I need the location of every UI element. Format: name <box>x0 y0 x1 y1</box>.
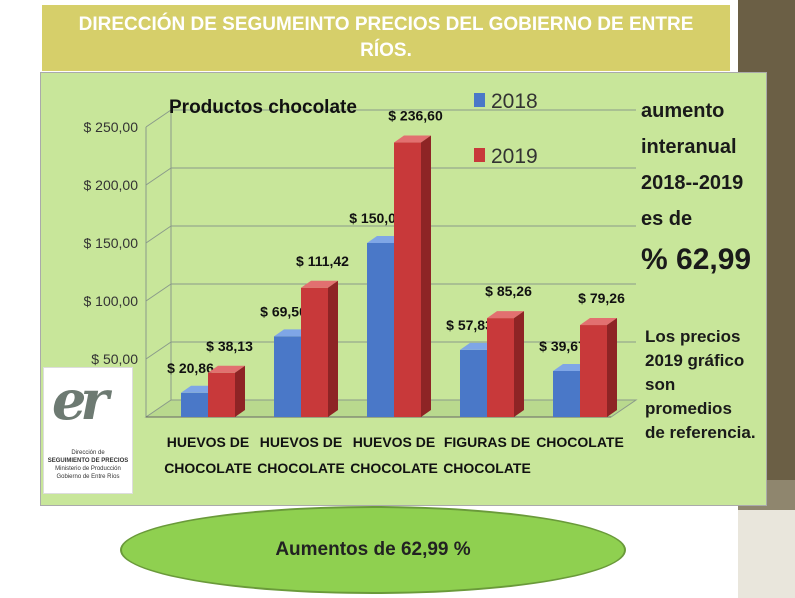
gridline-depth <box>145 225 172 244</box>
bar-2018 <box>553 370 580 417</box>
chart-title: Productos chocolate <box>169 97 357 118</box>
increase-note-line: 2018--2019 <box>641 172 744 194</box>
bar-2019 <box>301 287 328 417</box>
data-label: $ 111,42 <box>296 253 349 269</box>
gridline-depth <box>145 109 172 128</box>
bar-top-2019 <box>394 135 431 143</box>
average-note-line: son promedios <box>645 375 732 418</box>
data-label: $ 20,86 <box>167 360 214 376</box>
bar-top-2019 <box>301 280 338 288</box>
average-note-line: de referencia. <box>645 423 756 442</box>
y-tick-label: $ 200,00 <box>84 177 139 193</box>
bar-side-2019 <box>328 280 338 417</box>
data-label: $ 79,26 <box>578 290 625 306</box>
logo-text: Dirección de <box>71 450 105 456</box>
increase-note-line: es de <box>641 208 693 230</box>
logo-letters: er <box>52 368 109 432</box>
data-label: $ 236,60 <box>388 108 443 124</box>
bar-side-2019 <box>607 318 617 417</box>
average-note-line: Los precios <box>645 327 741 346</box>
data-label: $ 69,50 <box>260 303 307 319</box>
bubble-text: Aumentos de 62,99 % <box>275 539 471 560</box>
gridline-depth <box>145 283 172 302</box>
average-note: Los precios 2019 gráfico son promedios d… <box>645 325 766 445</box>
y-tick-label: $ 250,00 <box>84 119 139 135</box>
y-tick-label: $ 150,00 <box>84 235 139 251</box>
gridline-depth <box>145 341 172 360</box>
x-tick-label: CHOCOLATE <box>443 460 531 476</box>
average-note-line: 2019 gráfico <box>645 351 745 370</box>
x-tick-label: CHOCOLATE <box>257 460 345 476</box>
data-label: $ 57,83 <box>446 317 493 333</box>
bar-2019 <box>208 372 235 417</box>
increase-note: aumento interanual 2018--2019 es de <box>641 93 743 237</box>
slide-title: DIRECCIÓN DE SEGUMEINTO PRECIOS DEL GOBI… <box>78 14 694 61</box>
x-tick-label: CHOCOLATE <box>350 460 438 476</box>
increase-note-line: aumento <box>641 100 725 122</box>
legend-swatch <box>474 93 485 107</box>
data-label: $ 39,67 <box>539 338 586 354</box>
bar-2019 <box>580 325 607 417</box>
y-tick-label: $ 50,00 <box>91 351 138 367</box>
gridline-depth <box>145 167 172 186</box>
title-banner: DIRECCIÓN DE SEGUMEINTO PRECIOS DEL GOBI… <box>42 5 730 71</box>
bar-2019 <box>487 318 514 417</box>
logo-text: Ministerio de Producción <box>55 466 121 472</box>
decor-block-light <box>738 510 795 598</box>
data-label: $ 150,00 <box>349 210 404 226</box>
legend-label: 2018 <box>491 90 538 113</box>
bar-2018 <box>367 243 394 417</box>
bar-2018 <box>274 336 301 417</box>
bar-side-2019 <box>235 365 245 417</box>
bar-side-2019 <box>421 135 431 417</box>
x-tick-label: HUEVOS DE <box>167 434 249 450</box>
logo-text: Gobierno de Entre Ríos <box>56 474 120 480</box>
x-tick-label: CHOCOLATE <box>536 434 624 450</box>
bar-side-2019 <box>514 311 524 417</box>
bar-2018 <box>181 392 208 417</box>
bar-chart: $ 50,00 $ 100,00 $ 150,00 $ 200,00 $ 250,00 $… <box>84 90 638 476</box>
summary-bubble: Aumentos de 62,99 % <box>120 506 626 594</box>
data-label: $ 85,26 <box>485 283 532 299</box>
x-tick-label: FIGURAS DE <box>444 434 530 450</box>
x-tick-label: HUEVOS DE <box>260 434 342 450</box>
logo-text: SEGUIMIENTO DE PRECIOS <box>47 458 129 464</box>
data-label: $ 38,13 <box>206 338 253 354</box>
legend-label: 2019 <box>491 145 538 168</box>
y-tick-label: $ 100,00 <box>84 293 139 309</box>
increase-note-line: interanual <box>641 136 737 158</box>
legend-swatch <box>474 148 485 162</box>
bar-top-2019 <box>487 311 524 319</box>
logo: er Dirección de SEGUIMIENTO DE PRECIOS M… <box>43 367 133 494</box>
chart-panel: $ 50,00 $ 100,00 $ 150,00 $ 200,00 $ 250,00 $… <box>40 72 767 506</box>
x-tick-label: CHOCOLATE <box>164 460 252 476</box>
bar-2018 <box>460 349 487 417</box>
bar-2019 <box>394 142 421 417</box>
increase-percent: % 62,99 <box>641 243 752 276</box>
bar-top-2019 <box>580 318 617 326</box>
bar-top-2019 <box>208 365 245 373</box>
x-tick-label: HUEVOS DE <box>353 434 435 450</box>
